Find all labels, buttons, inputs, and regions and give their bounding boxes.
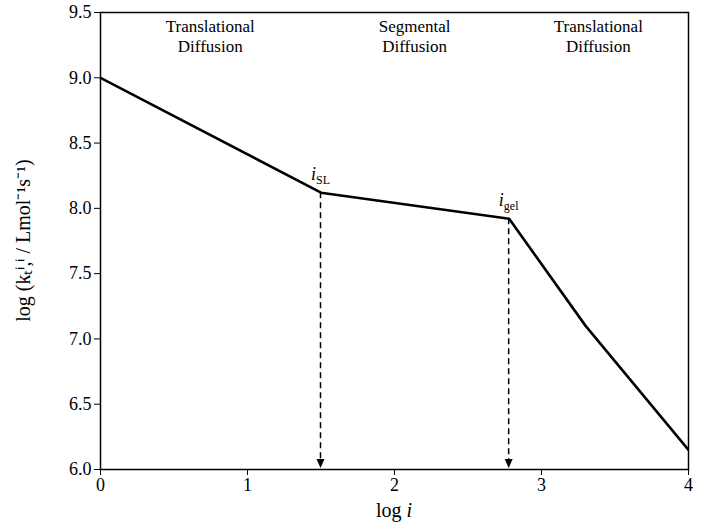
svg-text:SegmentalDiffusion: SegmentalDiffusion <box>379 17 451 56</box>
svg-text:log (kₜⁱ,ⁱ / Lmol⁻¹s⁻¹): log (kₜⁱ,ⁱ / Lmol⁻¹s⁻¹) <box>12 159 35 322</box>
svg-text:iSL: iSL <box>311 164 330 187</box>
svg-text:9.5: 9.5 <box>69 2 92 22</box>
svg-text:TranslationalDiffusion: TranslationalDiffusion <box>166 17 255 56</box>
svg-text:TranslationalDiffusion: TranslationalDiffusion <box>554 17 643 56</box>
svg-text:9.0: 9.0 <box>69 68 92 88</box>
svg-text:8.5: 8.5 <box>69 133 92 153</box>
svg-text:7.5: 7.5 <box>69 263 92 283</box>
svg-text:6.5: 6.5 <box>69 394 92 414</box>
svg-text:1: 1 <box>243 475 252 495</box>
svg-text:0: 0 <box>96 475 105 495</box>
svg-text:8.0: 8.0 <box>69 198 92 218</box>
svg-text:2: 2 <box>390 475 399 495</box>
svg-text:7.0: 7.0 <box>69 329 92 349</box>
svg-text:3: 3 <box>537 475 546 495</box>
svg-text:igel: igel <box>499 190 519 213</box>
svg-text:log i: log i <box>376 499 412 522</box>
svg-text:4: 4 <box>684 475 693 495</box>
svg-text:6.0: 6.0 <box>69 459 92 479</box>
